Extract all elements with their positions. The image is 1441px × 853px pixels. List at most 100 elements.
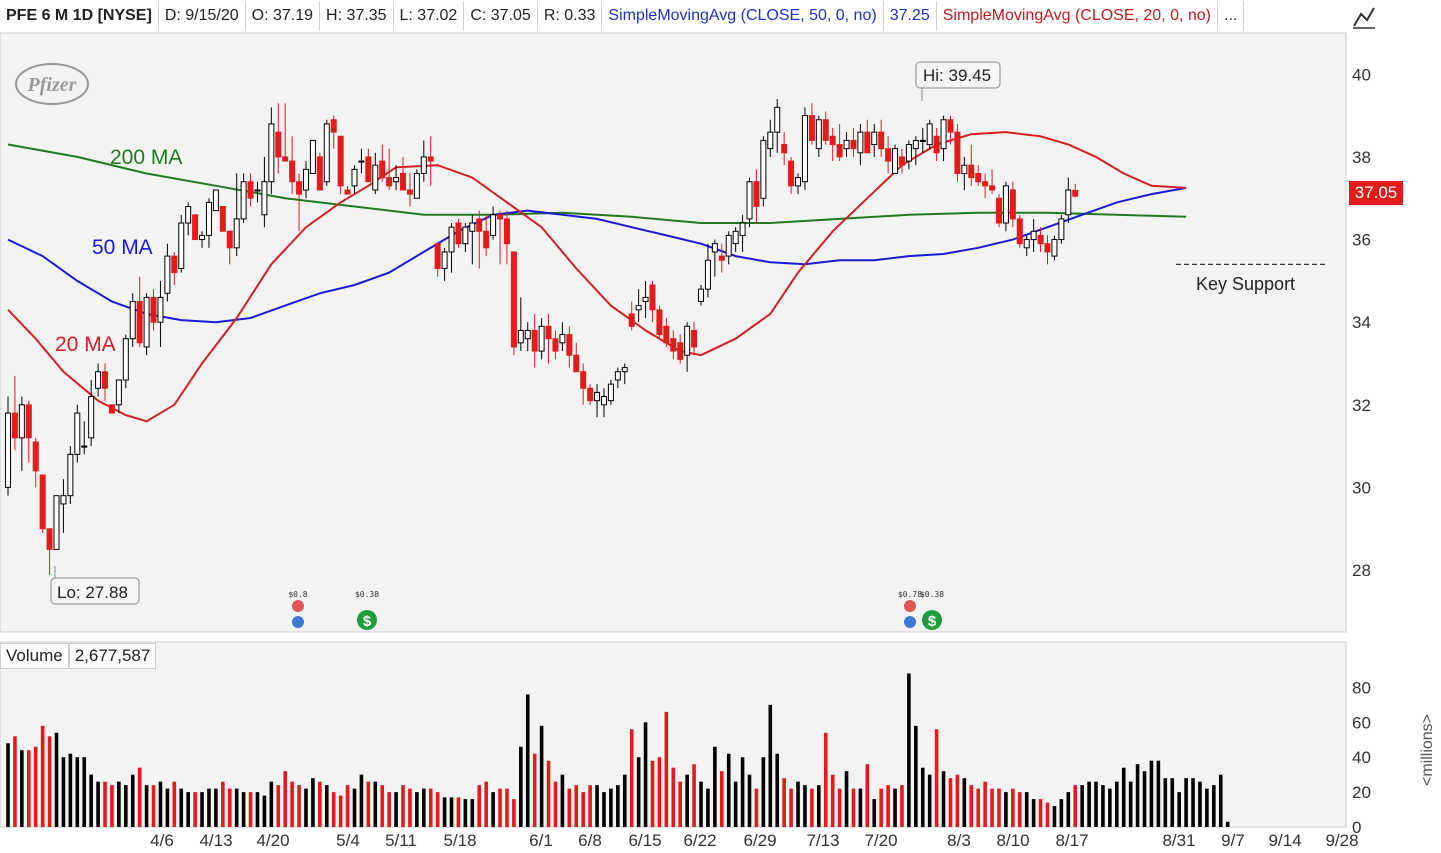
volume-bar — [969, 785, 974, 827]
candle-body — [469, 222, 476, 232]
price-tick-label: 38 — [1352, 148, 1371, 167]
volume-bar — [927, 774, 932, 827]
candle-body — [995, 197, 1002, 224]
volume-bar — [519, 746, 523, 827]
volume-bar — [498, 788, 502, 827]
volume-bar — [484, 781, 488, 827]
volume-bar — [1218, 774, 1223, 827]
drawing-tool-button[interactable] — [1351, 4, 1377, 30]
volume-bar — [532, 753, 537, 827]
candle-body — [219, 206, 226, 232]
price-tick-label: 36 — [1352, 231, 1371, 250]
candle-body — [212, 189, 219, 212]
candle-body — [129, 301, 136, 340]
volume-bar — [1212, 785, 1216, 827]
x-tick-label: 5/11 — [385, 831, 417, 850]
info-icon — [292, 616, 304, 628]
sma50-label[interactable]: SimpleMovingAvg (CLOSE, 50, 0, no) — [602, 1, 884, 31]
volume-bar — [914, 725, 918, 827]
volume-bar — [817, 785, 821, 827]
candle-body — [961, 164, 968, 174]
volume-bar — [1135, 764, 1140, 827]
candle-body — [1023, 239, 1030, 249]
date-label: D: 9/15/20 — [159, 1, 246, 31]
volume-bar — [318, 781, 322, 827]
volume-bar — [1163, 778, 1168, 827]
candle-body — [1044, 243, 1051, 253]
volume-bar — [435, 792, 440, 827]
high-label: H: 37.35 — [320, 1, 394, 31]
more-studies-button[interactable]: ... — [1218, 1, 1245, 31]
volume-bar — [75, 757, 80, 827]
volume-bar — [324, 785, 329, 827]
candle-body — [330, 119, 337, 133]
volume-bar — [699, 781, 703, 827]
candle-body — [587, 387, 594, 402]
volume-tick-label: 20 — [1352, 783, 1371, 802]
volume-bar — [837, 788, 842, 827]
volume-bar — [158, 781, 163, 827]
volume-bar — [553, 781, 558, 827]
volume-bar — [89, 774, 93, 827]
candle-body — [406, 189, 413, 195]
hi-callout — [915, 61, 1001, 89]
volume-bar — [539, 725, 544, 827]
candle-body — [462, 226, 469, 245]
volume-label[interactable]: Volume — [0, 643, 69, 669]
symbol-label[interactable]: PFE 6 M 1D [NYSE] — [0, 1, 159, 31]
price-tick-label: 34 — [1352, 313, 1371, 332]
volume-bar — [789, 788, 793, 827]
x-tick-label: 4/13 — [199, 831, 232, 850]
volume-bar — [179, 788, 184, 827]
candle-body — [517, 329, 524, 344]
candle-body — [607, 383, 614, 402]
candle-body — [247, 181, 254, 199]
candle-body — [905, 144, 912, 162]
candle-body — [420, 156, 427, 174]
x-tick-label: 6/1 — [529, 831, 553, 850]
volume-value: 2,677,587 — [68, 643, 157, 669]
volume-bar — [844, 771, 849, 827]
last-price-tag: 37.05 — [1349, 181, 1403, 205]
candle-body — [46, 528, 53, 550]
volume-bar — [830, 774, 835, 827]
low-label: L: 37.02 — [394, 1, 465, 31]
candle-body — [600, 396, 607, 406]
volume-bar — [255, 792, 260, 827]
volume-bar — [241, 792, 246, 827]
volume-bar — [726, 753, 731, 827]
candle-body — [413, 172, 420, 199]
candle-body — [337, 135, 344, 187]
volume-bar — [1128, 781, 1133, 827]
x-tick-label: 8/10 — [996, 831, 1029, 850]
candle-body — [774, 106, 781, 133]
candle-body — [1037, 234, 1044, 245]
volume-tick-label: 0 — [1352, 818, 1361, 837]
x-tick-label: 4/20 — [256, 831, 289, 850]
sma20-label[interactable]: SimpleMovingAvg (CLOSE, 20, 0, no) — [937, 1, 1219, 31]
sma50-value: 37.25 — [884, 1, 937, 31]
candle-body — [524, 329, 531, 340]
volume-bar — [1011, 788, 1015, 827]
candle-body — [199, 234, 206, 241]
volume-bar — [373, 781, 378, 827]
price-tick-label: 30 — [1352, 478, 1371, 497]
candle-body — [282, 156, 289, 162]
volume-bar — [1073, 785, 1078, 827]
candle-body — [760, 139, 767, 199]
candle-body — [240, 181, 247, 220]
candle-body — [628, 313, 635, 327]
dividend-icon — [357, 610, 377, 630]
candle-body — [1016, 218, 1023, 245]
volume-bar — [567, 788, 572, 827]
candle-body — [379, 160, 386, 179]
volume-bar — [234, 788, 239, 827]
x-tick-label: 5/18 — [443, 831, 476, 850]
volume-bar — [525, 694, 530, 827]
candle-body — [732, 230, 739, 245]
x-tick-label: 8/3 — [947, 831, 971, 850]
volume-bar — [581, 792, 585, 827]
candle-body — [885, 148, 892, 162]
volume-bar — [858, 788, 863, 827]
